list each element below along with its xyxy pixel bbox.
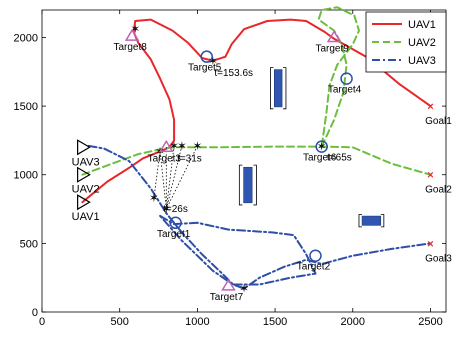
uav-start-marker — [77, 166, 91, 183]
waypoint-marker: ✶ — [161, 202, 171, 216]
obstacles — [238, 67, 385, 228]
obstacle-block — [361, 215, 382, 226]
legend-label: UAV1 — [408, 19, 436, 31]
obstacle-wall — [270, 67, 287, 110]
waypoint-marker: ✶ — [192, 139, 202, 153]
target-circle-marker — [200, 50, 213, 63]
legend-label: UAV2 — [408, 37, 436, 49]
x-tick-label: 2500 — [418, 316, 442, 328]
target-circle-marker — [315, 140, 328, 153]
plot-frame — [41, 9, 447, 313]
trajectory-series — [81, 6, 432, 290]
y-tick-label: 1000 — [14, 170, 38, 182]
waypoint-marker: ✶ — [208, 54, 218, 68]
target-triangle-marker — [124, 28, 140, 41]
axes: 0 500 1000 1500 2000 2500 0 500 1000 1500 2000 — [14, 9, 447, 328]
goal-label: Goal1 — [425, 116, 452, 127]
time-annotation: t=153.6s — [214, 68, 253, 79]
target-circle-marker — [169, 216, 182, 230]
legend-label: UAV3 — [408, 55, 436, 67]
series-line-uav3 — [159, 214, 317, 286]
goal-label: Goal3 — [425, 253, 452, 264]
communication-link — [165, 145, 198, 210]
uav-start-marker — [77, 194, 91, 211]
uav-start-marker — [77, 139, 91, 156]
y-tick-label: 0 — [32, 307, 38, 319]
x-tick-label: 1500 — [263, 316, 287, 328]
communication-link — [165, 145, 175, 210]
legend-box — [365, 11, 447, 73]
x-tick-label: 0 — [39, 316, 45, 328]
goal-marker: × — [427, 238, 433, 250]
series-line-uav2 — [317, 6, 360, 148]
legend: UAV1 UAV2 UAV3 — [365, 11, 447, 73]
x-tick-label: 2000 — [341, 316, 365, 328]
time-annotation: t=31s — [177, 153, 202, 164]
annotations: Target1 Target2 Target3 Target4 Target5 Targe… — [72, 42, 453, 303]
waypoint-marker: ✶ — [177, 139, 187, 153]
waypoint-marker: ✶ — [130, 22, 140, 36]
y-tick-label: 500 — [20, 238, 38, 250]
obstacle-block — [273, 69, 283, 108]
target-circle-marker — [340, 72, 353, 85]
waypoint-marker: ✶ — [239, 282, 249, 296]
goal-marker: × — [427, 170, 433, 182]
target-circle-marker — [309, 249, 322, 262]
target-label: Target1 — [157, 229, 191, 240]
path-markers: ✶✶✶✶✶ ✶✶✶✶✶××× — [77, 22, 434, 296]
time-annotation: t=65s — [327, 153, 352, 164]
uav-start-label: UAV2 — [72, 184, 100, 196]
target-triangle-marker — [221, 278, 236, 291]
obstacle-wall — [238, 164, 257, 206]
obstacle-wall — [358, 214, 385, 228]
series-line-uav1 — [81, 18, 432, 204]
target-label: Target5 — [188, 63, 222, 74]
target-triangle-marker — [158, 139, 174, 153]
target-label: Target3 — [148, 153, 182, 164]
series-line-uav2 — [81, 145, 432, 176]
target-label: Target4 — [328, 85, 362, 96]
dotted-links — [153, 145, 198, 210]
waypoint-marker: ✶ — [149, 191, 159, 205]
uav-start-label: UAV1 — [72, 211, 100, 223]
communication-link — [153, 151, 161, 199]
target-triangle-marker — [326, 29, 342, 43]
goal-label: Goal2 — [425, 185, 452, 196]
goal-marker: × — [427, 101, 433, 113]
target-label: Target9 — [315, 43, 349, 54]
uav-start-label: UAV3 — [72, 156, 100, 168]
time-annotation: t=26s — [163, 204, 188, 215]
y-tick-label: 1500 — [14, 101, 38, 113]
target-label: Target2 — [297, 262, 331, 273]
target-label: Target7 — [210, 292, 244, 303]
obstacle-block — [243, 166, 253, 204]
target-label: Target6 — [303, 153, 337, 164]
x-tick-label: 500 — [111, 316, 129, 328]
y-tick-label: 2000 — [14, 32, 38, 44]
waypoint-marker: ✶ — [169, 139, 179, 153]
communication-link — [159, 151, 167, 210]
x-tick-label: 1000 — [185, 316, 209, 328]
waypoint-marker: ✶ — [317, 140, 327, 154]
communication-link — [165, 145, 183, 210]
target-label: Target8 — [113, 42, 147, 53]
